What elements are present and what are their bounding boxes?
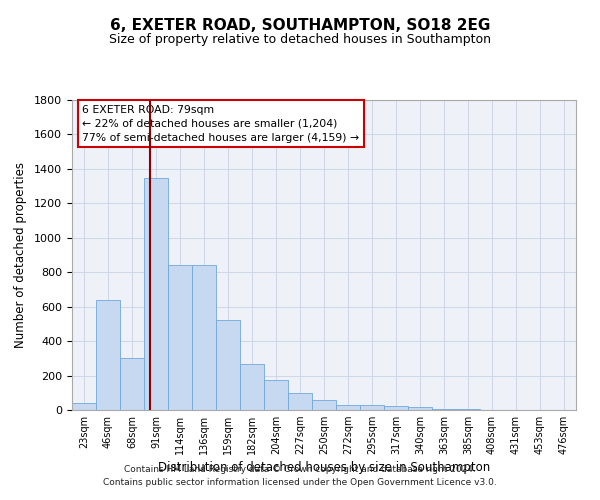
Bar <box>288 393 312 410</box>
Bar <box>384 406 408 410</box>
Bar <box>72 403 96 410</box>
Bar <box>360 405 384 410</box>
Text: Contains public sector information licensed under the Open Government Licence v3: Contains public sector information licen… <box>103 478 497 487</box>
Text: Contains HM Land Registry data © Crown copyright and database right 2024.: Contains HM Land Registry data © Crown c… <box>124 466 476 474</box>
Text: Size of property relative to detached houses in Southampton: Size of property relative to detached ho… <box>109 32 491 46</box>
Text: 6, EXETER ROAD, SOUTHAMPTON, SO18 2EG: 6, EXETER ROAD, SOUTHAMPTON, SO18 2EG <box>110 18 490 32</box>
Bar <box>144 178 168 410</box>
Bar <box>264 380 288 410</box>
Bar <box>312 400 336 410</box>
Bar <box>96 300 120 410</box>
Bar <box>408 408 432 410</box>
Bar <box>216 320 240 410</box>
Bar <box>168 266 192 410</box>
Bar <box>432 409 456 410</box>
Bar <box>192 266 216 410</box>
Y-axis label: Number of detached properties: Number of detached properties <box>14 162 27 348</box>
X-axis label: Distribution of detached houses by size in Southampton: Distribution of detached houses by size … <box>158 462 490 474</box>
Text: 6 EXETER ROAD: 79sqm
← 22% of detached houses are smaller (1,204)
77% of semi-de: 6 EXETER ROAD: 79sqm ← 22% of detached h… <box>82 104 359 142</box>
Bar <box>120 358 144 410</box>
Bar <box>336 405 360 410</box>
Bar <box>240 364 264 410</box>
